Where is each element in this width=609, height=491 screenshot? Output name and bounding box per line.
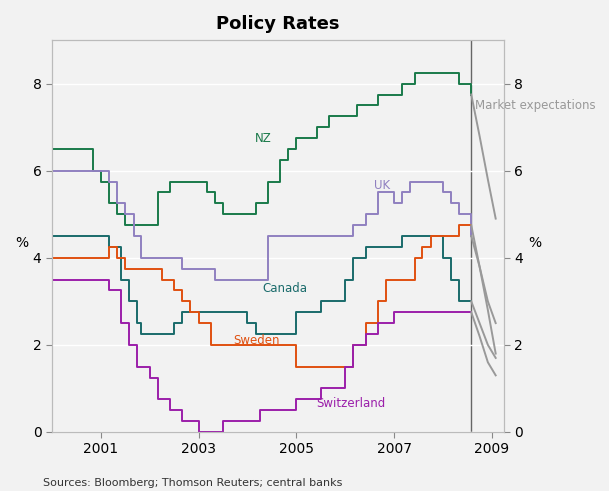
Text: Market expectations: Market expectations xyxy=(474,99,595,112)
Y-axis label: %: % xyxy=(15,236,28,250)
Text: Switzerland: Switzerland xyxy=(316,397,385,410)
Y-axis label: %: % xyxy=(528,236,541,250)
Text: Sweden: Sweden xyxy=(233,334,280,347)
Text: Canada: Canada xyxy=(262,282,307,295)
Text: Sources: Bloomberg; Thomson Reuters; central banks: Sources: Bloomberg; Thomson Reuters; cen… xyxy=(43,478,342,488)
Text: UK: UK xyxy=(375,179,390,192)
Text: NZ: NZ xyxy=(255,132,272,144)
Title: Policy Rates: Policy Rates xyxy=(216,15,340,33)
